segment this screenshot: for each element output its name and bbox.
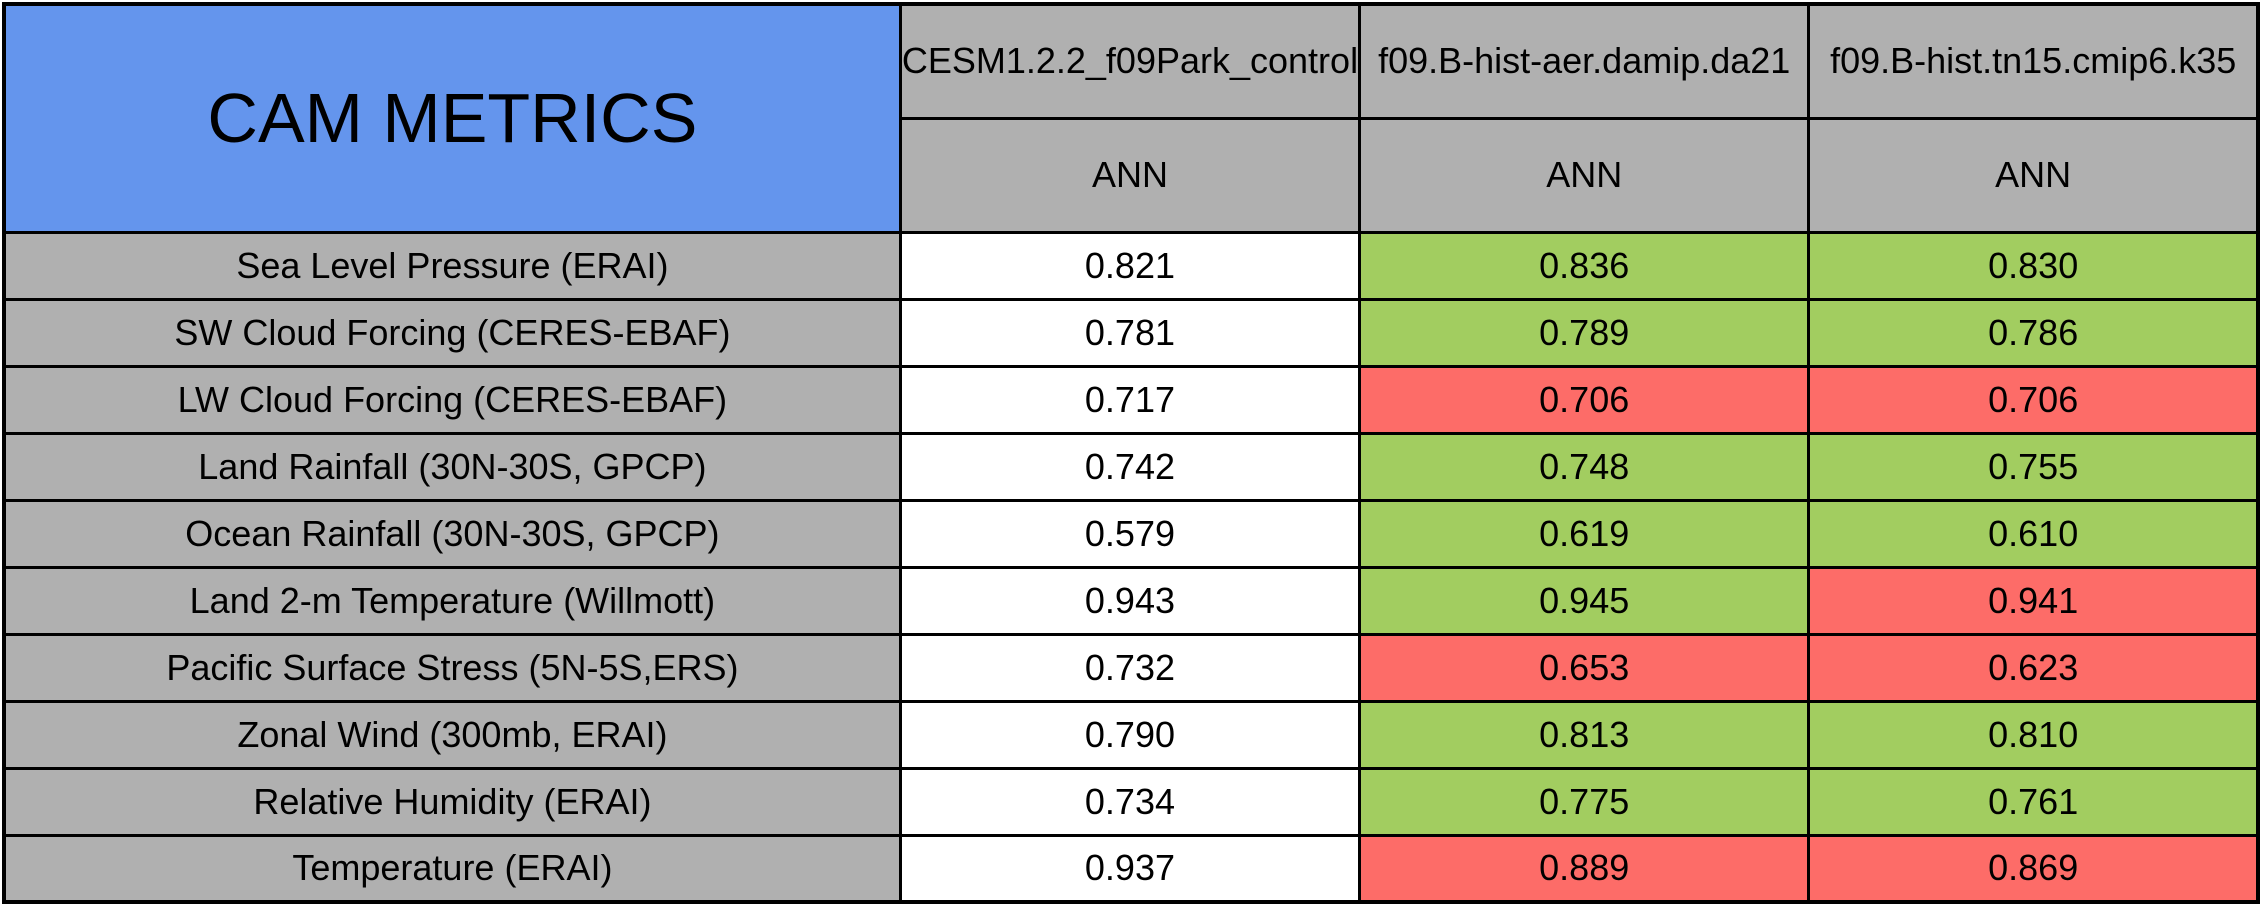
metric-value: 0.717 <box>898 364 1362 435</box>
metric-label: Zonal Wind (300mb, ERAI) <box>2 699 902 770</box>
metric-value: 0.732 <box>898 632 1362 703</box>
metric-value: 0.619 <box>1358 498 1811 569</box>
metric-row-temperature: Temperature (ERAI) 0.937 0.889 0.869 <box>2 833 2260 904</box>
metric-row-lw-cloud-forcing: LW Cloud Forcing (CERES-EBAF) 0.717 0.70… <box>2 364 2260 435</box>
model-name: f09.B-hist-aer.damip.da21 <box>1378 40 1791 82</box>
metric-row-pacific-surface-stress: Pacific Surface Stress (5N-5S,ERS) 0.732… <box>2 632 2260 703</box>
metric-value: 0.789 <box>1358 297 1811 368</box>
metric-value: 0.943 <box>898 565 1362 636</box>
metric-label: Land Rainfall (30N-30S, GPCP) <box>2 431 902 502</box>
metric-value: 0.810 <box>1807 699 2260 770</box>
metric-value: 0.653 <box>1358 632 1811 703</box>
metric-row-sea-level-pressure: Sea Level Pressure (ERAI) 0.821 0.836 0.… <box>2 230 2260 301</box>
metric-value: 0.623 <box>1807 632 2260 703</box>
column-header-model-3: f09.B-hist.tn15.cmip6.k35 <box>1807 2 2260 120</box>
season-header-3: ANN <box>1807 116 2260 234</box>
metric-value: 0.706 <box>1358 364 1811 435</box>
metric-label: Ocean Rainfall (30N-30S, GPCP) <box>2 498 902 569</box>
metric-label: Sea Level Pressure (ERAI) <box>2 230 902 301</box>
metric-value: 0.734 <box>898 766 1362 837</box>
metric-value: 0.790 <box>898 699 1362 770</box>
metric-value: 0.742 <box>898 431 1362 502</box>
metric-row-sw-cloud-forcing: SW Cloud Forcing (CERES-EBAF) 0.781 0.78… <box>2 297 2260 368</box>
metric-value: 0.610 <box>1807 498 2260 569</box>
model-header-row: CAM METRICS CESM1.2.2_f09Park_control f0… <box>2 2 2260 234</box>
table-title: CAM METRICS <box>207 79 698 158</box>
metric-row-land-rainfall: Land Rainfall (30N-30S, GPCP) 0.742 0.74… <box>2 431 2260 502</box>
metric-value: 0.755 <box>1807 431 2260 502</box>
metric-label: Temperature (ERAI) <box>2 833 902 904</box>
season-header-2: ANN <box>1358 116 1811 234</box>
metric-value: 0.579 <box>898 498 1362 569</box>
metric-value: 0.945 <box>1358 565 1811 636</box>
column-header-model-2: f09.B-hist-aer.damip.da21 <box>1358 2 1811 120</box>
metric-value: 0.813 <box>1358 699 1811 770</box>
metric-value: 0.941 <box>1807 565 2260 636</box>
metric-value: 0.830 <box>1807 230 2260 301</box>
model-name: f09.B-hist.tn15.cmip6.k35 <box>1830 40 2237 82</box>
model-name: CESM1.2.2_f09Park_control <box>901 40 1359 82</box>
metric-row-relative-humidity: Relative Humidity (ERAI) 0.734 0.775 0.7… <box>2 766 2260 837</box>
metric-value: 0.748 <box>1358 431 1811 502</box>
metric-value: 0.937 <box>898 833 1362 904</box>
metric-label: SW Cloud Forcing (CERES-EBAF) <box>2 297 902 368</box>
metric-label: Relative Humidity (ERAI) <box>2 766 902 837</box>
metric-label: Land 2-m Temperature (Willmott) <box>2 565 902 636</box>
table-title-cell: CAM METRICS <box>2 2 902 234</box>
metric-value: 0.775 <box>1358 766 1811 837</box>
metric-value: 0.869 <box>1807 833 2260 904</box>
metric-value: 0.706 <box>1807 364 2260 435</box>
metric-label: Pacific Surface Stress (5N-5S,ERS) <box>2 632 902 703</box>
column-header-model-1: CESM1.2.2_f09Park_control <box>898 2 1362 120</box>
metric-label: LW Cloud Forcing (CERES-EBAF) <box>2 364 902 435</box>
metric-value: 0.761 <box>1807 766 2260 837</box>
metric-value: 0.821 <box>898 230 1362 301</box>
metric-value: 0.781 <box>898 297 1362 368</box>
season-header-row: ANN ANN ANN <box>4 116 2260 234</box>
metric-row-ocean-rainfall: Ocean Rainfall (30N-30S, GPCP) 0.579 0.6… <box>2 498 2260 569</box>
metric-value: 0.786 <box>1807 297 2260 368</box>
metric-value: 0.836 <box>1358 230 1811 301</box>
season-header-1: ANN <box>898 116 1362 234</box>
metric-row-zonal-wind: Zonal Wind (300mb, ERAI) 0.790 0.813 0.8… <box>2 699 2260 770</box>
metric-value: 0.889 <box>1358 833 1811 904</box>
metric-row-land-2m-temperature: Land 2-m Temperature (Willmott) 0.943 0.… <box>2 565 2260 636</box>
